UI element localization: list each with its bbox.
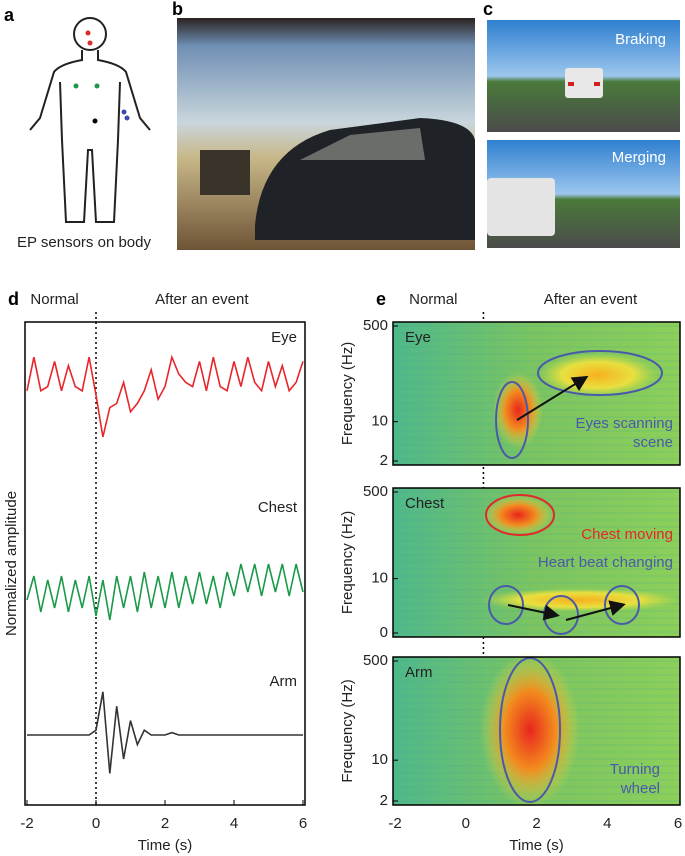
sensor bbox=[85, 30, 91, 36]
brake-light bbox=[594, 82, 600, 86]
caption: EP sensors on body bbox=[17, 234, 151, 251]
highlight bbox=[604, 585, 640, 625]
series-label: Chest bbox=[258, 499, 298, 516]
x-tick-label: 4 bbox=[230, 815, 238, 832]
car-window bbox=[300, 128, 425, 160]
y-axis-label: Frequency (Hz) bbox=[339, 342, 356, 445]
series-label: Arm bbox=[270, 673, 298, 690]
note: Turning bbox=[610, 761, 660, 778]
annotation: Normal bbox=[409, 291, 457, 308]
highlight bbox=[495, 381, 529, 459]
plot-frame bbox=[392, 321, 681, 466]
sensor bbox=[94, 83, 100, 89]
panel-label: e bbox=[376, 289, 386, 309]
sensor bbox=[87, 40, 93, 46]
car bbox=[565, 68, 603, 98]
x-axis-label: Time (s) bbox=[138, 837, 192, 854]
panel-label: a bbox=[4, 5, 15, 25]
y-tick-label: 2 bbox=[380, 792, 388, 809]
sensor bbox=[92, 118, 98, 124]
x-axis-label: Time (s) bbox=[509, 837, 563, 854]
body-outline bbox=[29, 50, 151, 223]
sensor bbox=[73, 83, 79, 89]
note: wheel bbox=[620, 780, 660, 797]
panel-b: b bbox=[172, 0, 475, 250]
x-tick-label: 4 bbox=[603, 815, 611, 832]
note: scene bbox=[633, 434, 673, 451]
note: Heart beat changing bbox=[538, 554, 673, 571]
sensor bbox=[121, 109, 127, 115]
panel-c: c Braking Merging bbox=[483, 0, 680, 248]
panel-label: b bbox=[172, 0, 183, 19]
x-tick-label: 6 bbox=[674, 815, 682, 832]
x-tick-label: -2 bbox=[388, 815, 401, 832]
panel-name: Eye bbox=[405, 329, 431, 346]
y-tick-label: 500 bbox=[363, 317, 388, 334]
panel-a: a EP sensors on body bbox=[4, 5, 151, 251]
body-head bbox=[73, 17, 107, 51]
panel-label: c bbox=[483, 0, 493, 19]
plot-frame bbox=[24, 321, 306, 806]
y-tick-label: 10 bbox=[371, 751, 388, 768]
y-tick-label: 500 bbox=[363, 483, 388, 500]
power-region bbox=[483, 495, 553, 535]
y-axis-label: Frequency (Hz) bbox=[339, 511, 356, 614]
y-tick-label: 500 bbox=[363, 652, 388, 669]
power-region bbox=[480, 588, 680, 612]
annotation: After an event bbox=[155, 291, 249, 308]
y-tick-label: 10 bbox=[371, 570, 388, 587]
y-axis-label: Normalized amplitude bbox=[3, 491, 20, 636]
power-region bbox=[480, 652, 580, 808]
signal-trace bbox=[27, 691, 303, 774]
x-tick-label: -2 bbox=[20, 815, 33, 832]
signal-trace bbox=[26, 563, 304, 621]
annotation: After an event bbox=[544, 291, 638, 308]
panel-name: Arm bbox=[405, 664, 433, 681]
brake-light bbox=[568, 82, 574, 86]
highlight bbox=[488, 585, 524, 625]
highlight bbox=[499, 657, 561, 803]
power-region bbox=[493, 372, 543, 448]
sensor bbox=[124, 115, 130, 121]
arrow bbox=[507, 604, 560, 621]
panel-name: Chest bbox=[405, 495, 445, 512]
x-tick-label: 2 bbox=[161, 815, 169, 832]
car bbox=[487, 178, 555, 236]
x-tick-label: 2 bbox=[532, 815, 540, 832]
scene-caption: Braking bbox=[615, 31, 666, 48]
y-tick-label: 10 bbox=[371, 413, 388, 430]
equipment bbox=[200, 150, 250, 195]
y-axis-label: Frequency (Hz) bbox=[339, 679, 356, 782]
x-tick-label: 0 bbox=[462, 815, 470, 832]
panel-label: d bbox=[8, 289, 19, 309]
y-tick-label: 0 bbox=[380, 624, 388, 641]
x-tick-label: 0 bbox=[92, 815, 100, 832]
arrow bbox=[516, 375, 589, 421]
note: Eyes scanning bbox=[575, 415, 673, 432]
y-tick-label: 2 bbox=[380, 452, 388, 469]
plot-frame bbox=[392, 487, 681, 638]
plot-frame bbox=[392, 656, 681, 806]
signal-trace bbox=[26, 354, 304, 438]
annotation: Normal bbox=[30, 291, 78, 308]
highlight bbox=[485, 494, 555, 536]
series-label: Eye bbox=[271, 329, 297, 346]
power-region bbox=[538, 353, 658, 397]
arrow bbox=[565, 600, 626, 621]
note: Chest moving bbox=[581, 526, 673, 543]
scene-caption: Merging bbox=[612, 149, 666, 166]
x-tick-label: 6 bbox=[299, 815, 307, 832]
highlight bbox=[537, 350, 663, 396]
